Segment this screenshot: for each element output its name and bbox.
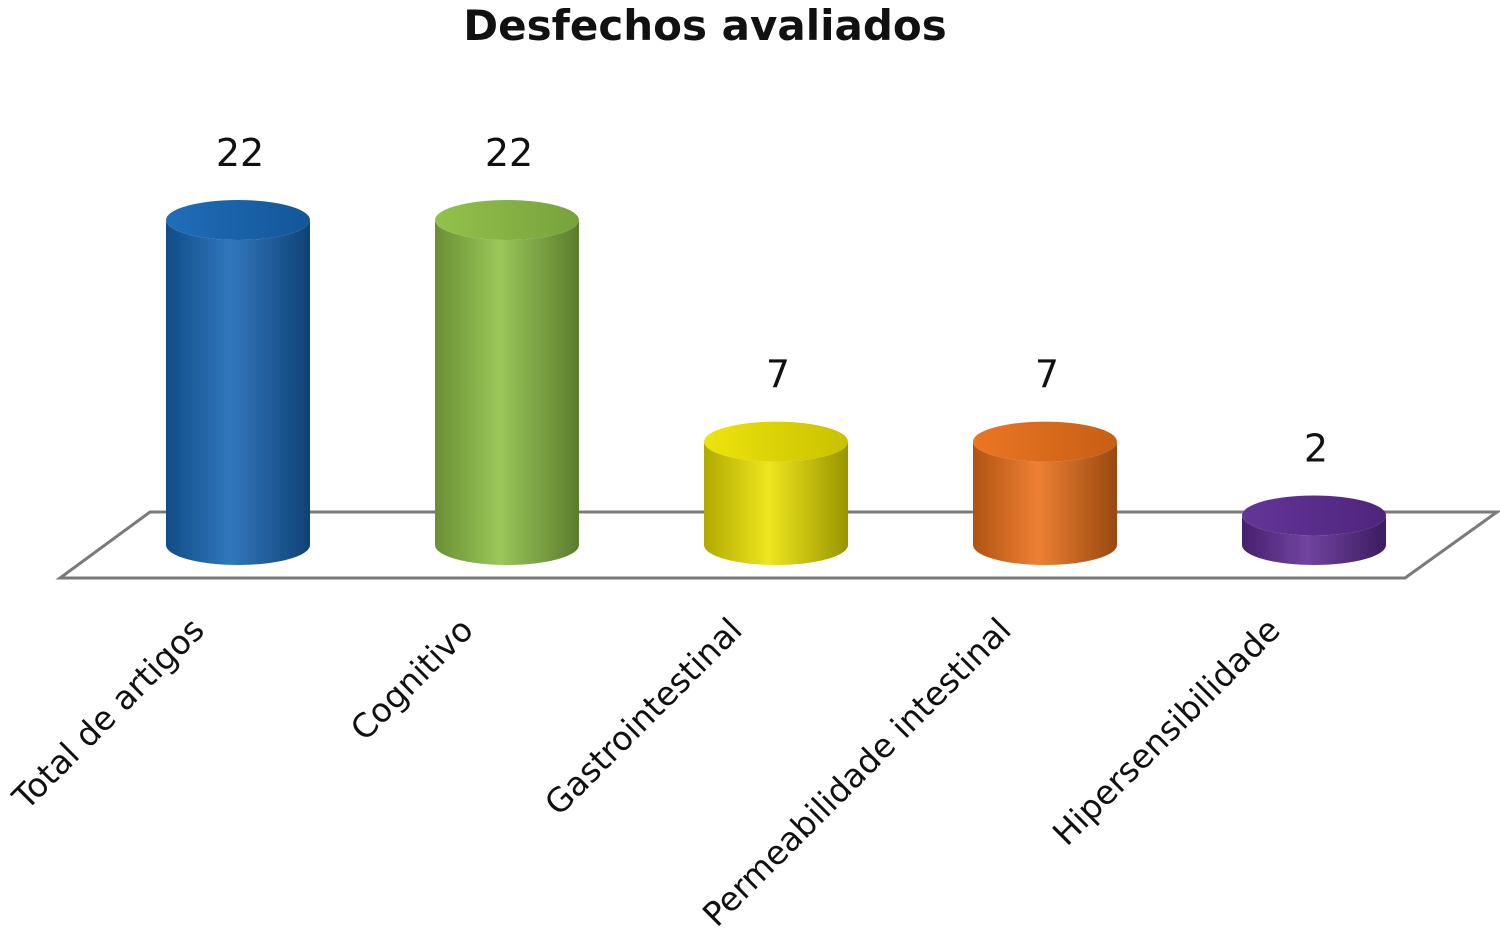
bar-body [704,441,848,565]
bar-top [973,421,1117,462]
bar-5 [1242,495,1386,565]
data-label: 2 [1304,426,1328,470]
bar-body [973,441,1117,565]
bar-body [1242,515,1386,565]
bar-4 [973,421,1117,565]
chart-title: Desfechos avaliados [463,1,947,50]
bar-top [435,200,579,240]
bar-top [1242,495,1386,536]
category-label: Hipersensibilidade [1045,610,1288,853]
data-label: 7 [1035,353,1059,397]
category-labels: Total de artigos Cognitivo Gastrointestina… [4,610,1288,934]
category-label: Total de artigos [4,610,212,818]
category-label: Cognitivo [343,610,481,748]
bar-body [166,220,310,565]
data-label: 22 [216,131,264,175]
data-label: 22 [485,131,533,175]
bar-top [166,200,310,240]
bar-2 [435,200,579,565]
bar-body [435,220,579,565]
bars [166,200,1386,565]
bar-3 [704,421,848,565]
data-labels: 22 22 7 7 2 [216,131,1328,470]
bar-top [704,421,848,462]
data-label: 7 [766,353,790,397]
bar-1 [166,200,310,565]
category-label: Gastrointestinal [537,610,750,823]
category-label: Permeabilidade intestinal [695,610,1019,934]
